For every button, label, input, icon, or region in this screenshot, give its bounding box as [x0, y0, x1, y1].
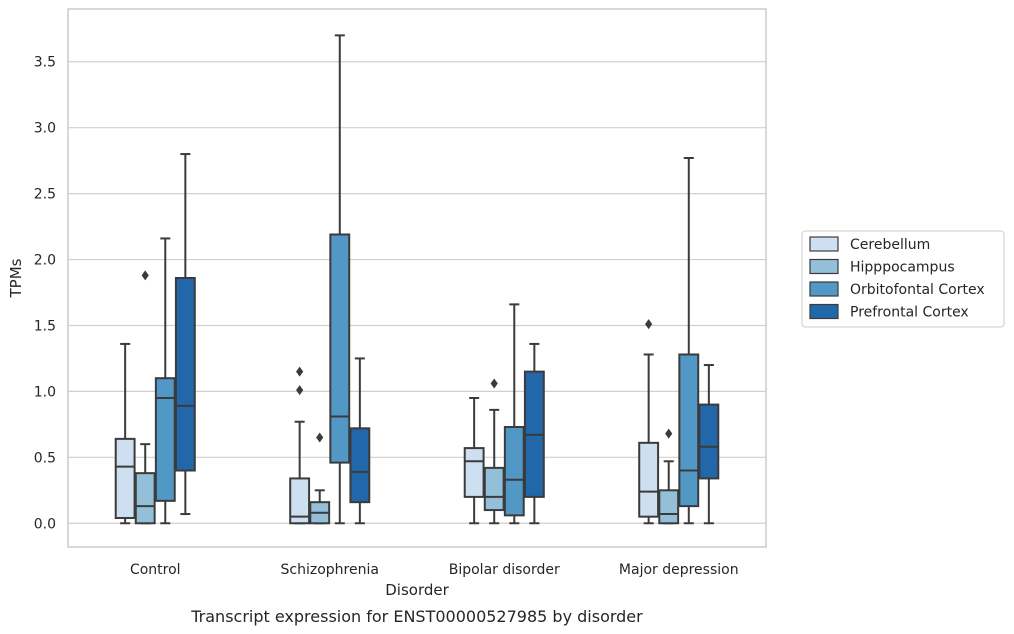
- box-iqr: [678, 353, 700, 508]
- box-iqr: [289, 477, 311, 525]
- box-iqr: [154, 377, 176, 502]
- box-iqr: [503, 426, 525, 517]
- y-tick-label: 2.0: [34, 253, 56, 269]
- box-iqr: [463, 447, 485, 498]
- outlier-point: [296, 385, 304, 396]
- box-orbitofontal-cortex: [503, 303, 525, 525]
- legend-label: Prefrontal Cortex: [850, 305, 969, 321]
- x-tick-label: Schizophrenia: [281, 562, 379, 578]
- box-iqr: [483, 466, 505, 512]
- box-hipppocampus: [658, 428, 680, 525]
- box-iqr: [329, 233, 351, 464]
- y-tick-label: 2.5: [34, 187, 56, 203]
- box-cerebellum: [289, 366, 311, 525]
- x-tick-label: Bipolar disorder: [449, 562, 560, 578]
- box-prefrontal-cortex: [523, 342, 545, 525]
- y-tick-label: 0.5: [34, 450, 56, 466]
- box-iqr: [698, 403, 720, 480]
- y-axis-label: TPMs: [7, 258, 25, 298]
- outlier-point: [665, 428, 673, 439]
- box-hipppocampus: [483, 378, 505, 525]
- box-iqr: [349, 427, 371, 504]
- box-prefrontal-cortex: [349, 357, 371, 525]
- box-prefrontal-cortex: [698, 364, 720, 525]
- box-iqr: [134, 472, 156, 525]
- box-orbitofontal-cortex: [329, 34, 351, 525]
- box-prefrontal-cortex: [174, 153, 196, 516]
- box-series: [114, 34, 720, 525]
- legend-swatch: [809, 236, 839, 252]
- box-iqr: [638, 441, 660, 518]
- outlier-point: [141, 270, 149, 281]
- x-tick-label: Control: [130, 562, 181, 578]
- chart-caption: Transcript expression for ENST0000052798…: [190, 607, 643, 626]
- box-cerebellum: [463, 396, 485, 525]
- legend-frame: [801, 230, 1005, 328]
- box-iqr: [114, 437, 136, 519]
- legend-swatch: [809, 258, 839, 275]
- x-axis-label: Disorder: [385, 581, 449, 599]
- legend-label: Cerebellum: [850, 237, 930, 253]
- box-hipppocampus: [134, 270, 156, 525]
- box-hipppocampus: [309, 432, 331, 525]
- box-cerebellum: [114, 342, 136, 525]
- legend-label: Hipppocampus: [850, 260, 955, 276]
- box-iqr: [174, 277, 196, 472]
- y-tick-label: 0.0: [34, 516, 56, 532]
- legend-label: Orbitofontal Cortex: [850, 282, 985, 298]
- y-tick-label: 1.5: [34, 318, 56, 334]
- box-cerebellum: [638, 319, 660, 525]
- outlier-point: [296, 366, 304, 377]
- y-tick-label: 3.0: [34, 121, 56, 137]
- outlier-point: [645, 319, 653, 330]
- outlier-point: [490, 378, 498, 389]
- legend-swatch: [809, 281, 839, 297]
- box-orbitofontal-cortex: [678, 157, 700, 525]
- y-tick-labels: 0.0 0.5 1.0 1.5 2.0 2.5 3.0 3.5: [34, 55, 56, 533]
- y-tick-label: 1.0: [34, 384, 56, 400]
- x-tick-label: Major depression: [619, 562, 739, 578]
- box-iqr: [658, 489, 680, 525]
- box-orbitofontal-cortex: [154, 237, 176, 525]
- x-tick-labels: Control Schizophrenia Bipolar disorder Majo…: [130, 562, 739, 578]
- legend-swatch: [809, 303, 839, 320]
- outlier-point: [316, 432, 324, 443]
- legend: Cerebellum Hipppocampus Orbitofontal Corte…: [801, 230, 1005, 328]
- plot-frame: [67, 8, 767, 548]
- y-tick-label: 3.5: [34, 55, 56, 71]
